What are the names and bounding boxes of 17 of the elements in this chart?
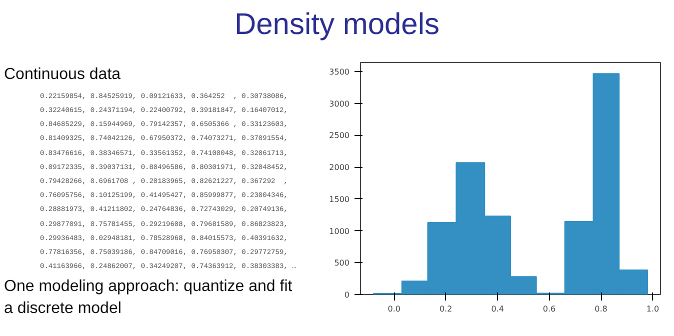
x-tick-label: 1.0	[646, 304, 660, 314]
text: Continuous data	[4, 65, 122, 85]
y-tick-label: 3000	[329, 99, 350, 108]
y-tick-label: 1000	[329, 226, 350, 236]
text: One modeling approach: quantize and fit a discrete model	[4, 277, 294, 320]
y-tick-label: 1500	[329, 194, 350, 204]
y-tick-label: 2000	[329, 163, 350, 172]
x-tick-label: 0.2	[439, 304, 452, 314]
y-tick-label: 0	[344, 290, 350, 300]
x-tick-label: 0.8	[594, 304, 608, 314]
chart-title: Density models	[233, 7, 441, 43]
y-tick-label: 500	[334, 258, 350, 268]
x-tick-label: 0.0	[388, 304, 400, 314]
x-tick-label: 0.4	[491, 304, 504, 314]
x-tick-label: 0.6	[542, 304, 556, 314]
y-tick-label: 2500	[329, 131, 350, 140]
y-tick-label: 3500	[329, 67, 350, 76]
